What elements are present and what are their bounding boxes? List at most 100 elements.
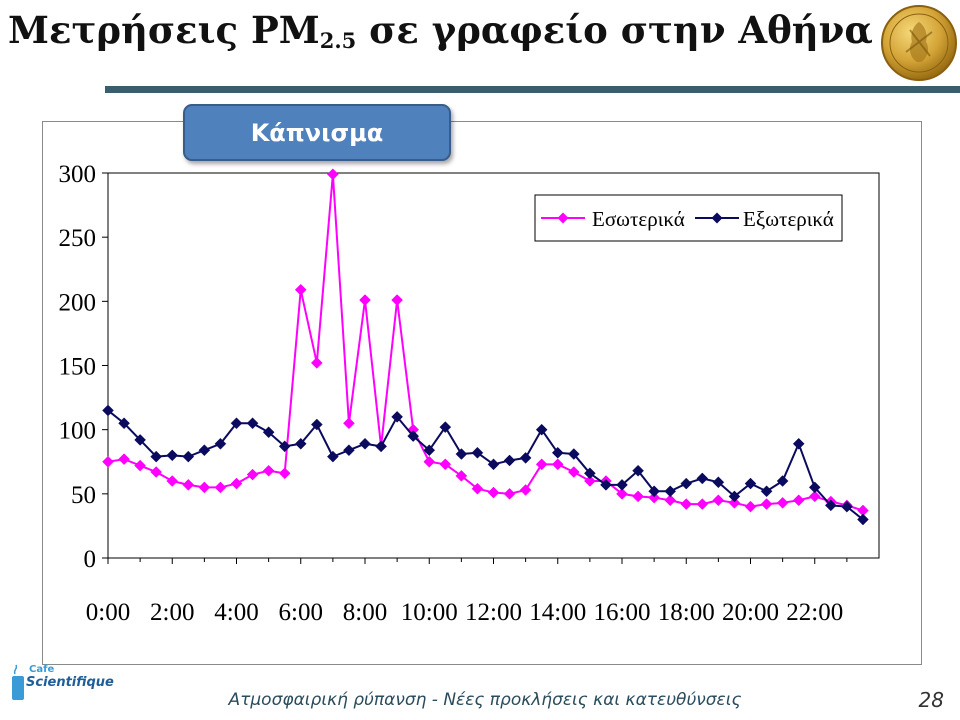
data-point-indoor [102, 455, 114, 468]
legend-label-outdoor: Εξωτερικά [743, 207, 834, 231]
x-tick-label: 22:00 [786, 599, 843, 626]
data-point-indoor [278, 467, 291, 480]
data-point-indoor [230, 477, 243, 490]
data-point-outdoor [632, 464, 644, 477]
y-tick-label: 300 [59, 161, 97, 188]
data-point-indoor [776, 496, 789, 509]
logo-text-scientifique: Scientifique [26, 675, 114, 690]
legend-swatch-marker [557, 212, 569, 224]
data-point-outdoor [166, 449, 179, 462]
data-point-outdoor [134, 434, 146, 446]
smoking-badge: Κάπνισμα [183, 104, 451, 161]
data-point-indoor [584, 475, 596, 487]
legend-label-indoor: Εσωτερικά [592, 207, 685, 231]
data-point-indoor [198, 481, 211, 494]
x-tick-label: 0:00 [86, 599, 130, 626]
data-point-indoor [535, 458, 548, 471]
cup-icon [12, 664, 24, 700]
x-tick-label: 10:00 [401, 599, 458, 626]
data-point-indoor [359, 294, 371, 306]
data-point-indoor [214, 481, 227, 494]
data-point-outdoor [102, 404, 114, 417]
data-point-outdoor [824, 499, 837, 512]
data-point-outdoor [664, 485, 677, 498]
data-point-indoor [439, 458, 452, 471]
data-point-indoor [519, 484, 532, 496]
data-point-indoor [551, 458, 564, 471]
data-point-indoor [294, 283, 307, 296]
data-point-outdoor [278, 440, 291, 453]
cafe-scientifique-logo: Cafe Scientifique [8, 662, 114, 708]
footer-text: Ατμοσφαιρική ρύπανση - Νέες προκλήσεις κ… [228, 690, 742, 710]
data-point-outdoor [600, 478, 612, 491]
data-point-outdoor [262, 426, 275, 439]
data-point-indoor [471, 482, 484, 495]
data-point-outdoor [760, 485, 773, 498]
data-point-outdoor [310, 418, 323, 431]
data-point-outdoor [584, 467, 596, 480]
data-point-outdoor [294, 437, 307, 450]
data-point-indoor [632, 490, 644, 503]
data-point-outdoor [535, 423, 548, 436]
x-tick-label: 4:00 [214, 599, 258, 626]
legend-swatch-marker [711, 212, 723, 224]
data-point-indoor [343, 417, 355, 430]
data-point-outdoor [680, 477, 693, 490]
y-tick-label: 250 [59, 225, 97, 252]
data-point-indoor [134, 459, 146, 472]
data-point-outdoor [375, 440, 387, 453]
data-point-outdoor [214, 437, 227, 450]
data-point-outdoor [230, 417, 243, 430]
data-point-outdoor [648, 485, 660, 498]
slide-title-subscript: 2.5 [319, 28, 357, 53]
data-point-indoor [648, 491, 660, 504]
data-point-indoor [262, 464, 275, 477]
data-point-outdoor [423, 444, 436, 457]
x-tick-label: 16:00 [594, 599, 651, 626]
data-point-outdoor [487, 458, 500, 471]
data-point-indoor [487, 486, 500, 499]
data-point-indoor [712, 494, 725, 507]
data-point-outdoor [503, 454, 516, 467]
x-tick-label: 20:00 [722, 599, 779, 626]
data-point-outdoor [519, 452, 532, 464]
logo-text-cafe: Cafe [29, 664, 55, 675]
data-point-outdoor [712, 476, 725, 489]
data-point-indoor [792, 494, 805, 507]
data-point-indoor [760, 498, 773, 510]
data-point-indoor [118, 453, 130, 466]
title-rule [105, 86, 960, 93]
data-point-outdoor [359, 437, 371, 450]
data-point-indoor [246, 468, 259, 481]
slide-title-rest: σε γραφείο στην Αθήνα [356, 8, 873, 52]
data-point-outdoor [455, 448, 468, 460]
x-tick-label: 18:00 [658, 599, 715, 626]
y-tick-label: 200 [59, 289, 97, 316]
y-tick-label: 0 [84, 546, 97, 573]
data-point-indoor [182, 478, 195, 491]
y-tick-label: 100 [59, 418, 97, 445]
data-point-outdoor [792, 437, 805, 450]
data-point-indoor [503, 487, 516, 500]
data-point-indoor [327, 168, 339, 181]
legend-box [534, 194, 843, 242]
data-point-indoor [696, 498, 709, 510]
x-tick-label: 8:00 [343, 599, 387, 626]
data-point-indoor [744, 500, 757, 513]
data-point-indoor [150, 466, 163, 478]
page-number: 28 [918, 688, 944, 712]
data-point-outdoor [343, 444, 355, 457]
data-point-outdoor [776, 475, 789, 487]
data-point-indoor [391, 294, 403, 306]
data-point-outdoor [567, 448, 580, 460]
data-point-outdoor [616, 478, 628, 491]
x-tick-label: 14:00 [529, 599, 586, 626]
data-point-indoor [310, 357, 323, 369]
data-point-outdoor [551, 446, 564, 459]
x-tick-label: 2:00 [150, 599, 194, 626]
data-point-outdoor [439, 421, 452, 433]
x-tick-label: 6:00 [279, 599, 323, 626]
y-tick-label: 150 [59, 354, 97, 381]
data-point-outdoor [182, 450, 195, 463]
data-point-indoor [166, 475, 179, 487]
